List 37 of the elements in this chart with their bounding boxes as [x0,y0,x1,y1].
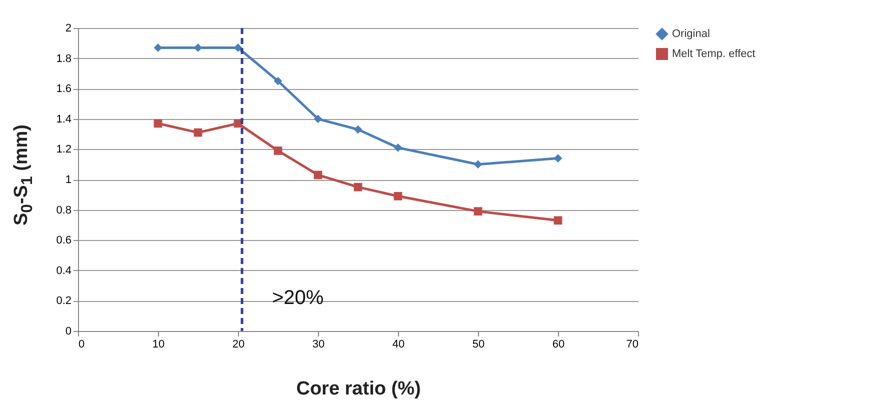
point [274,146,282,155]
y-tick-label: 1.2 [56,144,72,156]
x-tick-label: 40 [392,338,405,350]
point [554,154,562,162]
x-axis-title: Core ratio (%) [296,378,421,400]
x-tick-label: 70 [626,338,638,350]
point [314,170,322,180]
point [314,114,322,124]
y-tick-label: 0.2 [56,295,72,308]
y-tick-label: 2 [65,22,72,34]
x-tick-label: 50 [472,338,485,350]
point [474,207,482,216]
x-tick-label: 60 [552,338,565,350]
y-tick-label: 1 [65,174,72,186]
x-tick-label: 0 [78,338,85,350]
point [194,128,202,137]
y-tick-label: 0.6 [56,234,72,247]
point [554,216,562,225]
y-tick-label: 1.6 [56,83,72,96]
x-tick-label: 20 [232,338,245,350]
y-tick-label: 0.4 [56,264,72,277]
point [274,76,282,86]
x-tick-label: 10 [152,338,165,350]
ref-line-label: >20% [272,287,324,309]
y-tick-label: 1.4 [56,113,72,126]
point [154,119,162,128]
point [394,192,402,200]
y-tick-label: 0.8 [56,204,72,216]
point [354,182,362,192]
y-tick-label: 1.8 [56,52,72,65]
point [474,160,482,169]
legend-label: Original [672,28,710,40]
legend-label: Melt Temp. effect [672,48,756,60]
x-tick-label: 30 [312,338,325,350]
point [394,144,402,152]
y-tick-label: 0 [65,326,72,338]
point [354,125,362,134]
